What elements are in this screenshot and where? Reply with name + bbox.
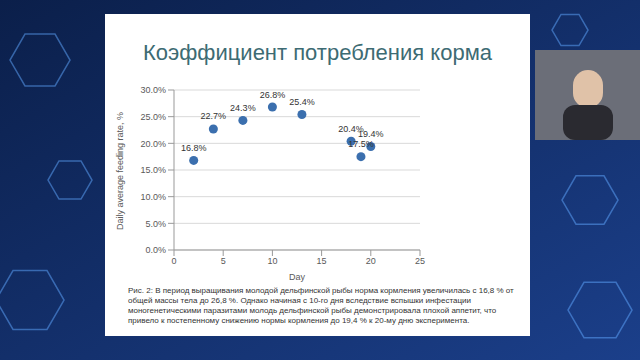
svg-text:20.4%: 20.4%	[338, 123, 364, 134]
svg-text:5.0%: 5.0%	[145, 219, 166, 229]
svg-text:24.3%: 24.3%	[230, 103, 256, 113]
svg-text:22.7%: 22.7%	[201, 111, 227, 121]
svg-text:Day: Day	[289, 272, 306, 282]
svg-text:0: 0	[171, 256, 176, 266]
svg-text:5: 5	[221, 256, 226, 266]
svg-text:20.0%: 20.0%	[140, 139, 166, 149]
svg-text:25.4%: 25.4%	[289, 97, 315, 107]
svg-text:19.4%: 19.4%	[358, 129, 384, 139]
svg-text:Daily average feeding rate, %: Daily average feeding rate, %	[115, 112, 125, 230]
svg-text:20: 20	[366, 256, 376, 266]
svg-text:10.0%: 10.0%	[140, 192, 166, 202]
svg-text:26.8%: 26.8%	[260, 90, 286, 100]
svg-text:15: 15	[317, 256, 327, 266]
html-text:Рис. 2: В период выращивания м: Рис. 2: В период выращивания молодой дел…	[128, 286, 514, 325]
svg-text:17.5%: 17.5%	[348, 139, 374, 149]
svg-text:15.0%: 15.0%	[140, 165, 166, 175]
svg-text:25: 25	[415, 256, 425, 266]
svg-text:0.0%: 0.0%	[145, 245, 166, 255]
svg-text:25.0%: 25.0%	[140, 112, 166, 122]
svg-text:16.8%: 16.8%	[181, 143, 207, 153]
svg-text:30.0%: 30.0%	[140, 85, 166, 95]
svg-text:10: 10	[267, 256, 277, 266]
html-text:Коэффициент потребления корма: Коэффициент потребления корма	[143, 40, 492, 65]
